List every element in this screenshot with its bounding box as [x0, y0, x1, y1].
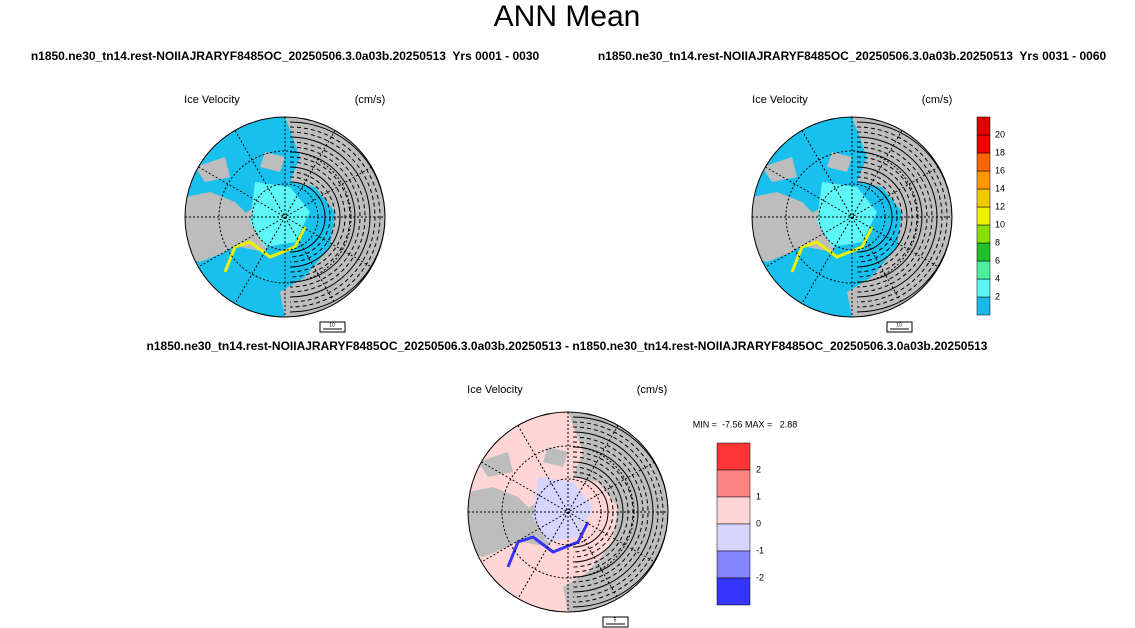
colorbar-label: 0	[756, 518, 761, 528]
polar-map: 5	[467, 411, 669, 628]
ice-track	[223, 226, 307, 273]
colorbar-label: 16	[995, 165, 1005, 175]
colorbar-box	[976, 152, 991, 172]
map-body	[185, 117, 385, 317]
units-label: (cm/s)	[355, 94, 386, 106]
land	[260, 152, 285, 172]
colorbar-label: 2	[756, 464, 761, 474]
ref-vector-box	[319, 321, 346, 333]
ice-track	[506, 521, 590, 568]
colorbar-label: 6	[995, 255, 1000, 265]
colorbar-box	[716, 550, 751, 579]
colorbar-box	[976, 206, 991, 226]
polar-map: 10	[184, 116, 386, 333]
colorbar-label: -1	[756, 545, 764, 555]
map-body	[752, 117, 952, 317]
min-max: MIN = -7.56 MAX = 2.88	[693, 419, 798, 429]
map-border	[751, 116, 953, 318]
vector-line	[289, 181, 326, 253]
colorbar-label: 18	[995, 147, 1005, 157]
vector-line	[289, 176, 331, 258]
land	[543, 447, 568, 467]
colorbar-box	[716, 523, 751, 552]
vector-line	[856, 126, 948, 308]
case-label: n1850.ne30_tn14.rest-NOIIAJRARYF8485OC_2…	[147, 339, 988, 353]
vector-line	[572, 476, 609, 548]
vector-line	[572, 421, 664, 603]
figure-title: ANN Mean	[494, 0, 641, 33]
vector-line	[572, 471, 614, 553]
land	[827, 152, 852, 172]
colorbar-box	[976, 224, 991, 244]
case-label: n1850.ne30_tn14.rest-NOIIAJRARYF8485OC_2…	[31, 49, 540, 63]
vector-line	[856, 176, 898, 258]
field-label: Ice Velocity	[184, 94, 240, 106]
ref-vector-label: 5	[614, 617, 617, 623]
field-label: Ice Velocity	[467, 384, 523, 396]
ref-vector-box	[602, 616, 629, 628]
colorbar-label: 4	[995, 273, 1000, 283]
sea-ice	[817, 182, 877, 247]
ref-vector-box	[886, 321, 913, 333]
colorbar-box	[976, 188, 991, 208]
colorbar-box	[976, 278, 991, 298]
sea-ice	[533, 477, 593, 542]
units-label: (cm/s)	[922, 94, 953, 106]
field-label: Ice Velocity	[752, 94, 808, 106]
land	[762, 157, 797, 182]
map-body	[468, 412, 668, 612]
colorbar-box	[976, 296, 991, 316]
colorbar-box	[976, 116, 991, 136]
ref-vector-label: 10	[896, 322, 902, 328]
colorbar-box	[976, 260, 991, 280]
colorbar-box	[716, 442, 751, 471]
longitude	[198, 166, 372, 268]
colorbar-label: 12	[995, 201, 1005, 211]
longitude	[765, 166, 939, 268]
colorbar-box	[716, 469, 751, 498]
polar-map: 10	[751, 116, 953, 333]
colorbar-box	[716, 577, 751, 606]
vector-line	[856, 181, 893, 253]
land	[195, 157, 230, 182]
colorbar-label: 14	[995, 183, 1005, 193]
ref-vector-label: 10	[329, 322, 335, 328]
colorbar-label: 1	[756, 491, 761, 501]
ice-track	[790, 226, 874, 273]
map-border	[184, 116, 386, 318]
colorbar-box	[976, 242, 991, 262]
land	[478, 452, 513, 477]
colorbar-label: 8	[995, 237, 1000, 247]
vector-line	[289, 126, 381, 308]
colorbar-label: 10	[995, 219, 1005, 229]
longitude	[481, 461, 655, 563]
sea-ice	[250, 182, 310, 247]
map-border	[467, 411, 669, 613]
case-label: n1850.ne30_tn14.rest-NOIIAJRARYF8485OC_2…	[598, 49, 1107, 63]
colorbar-label: 20	[995, 129, 1005, 139]
colorbar-label: -2	[756, 572, 764, 582]
colorbar-box	[976, 134, 991, 154]
colorbar-label: 2	[995, 291, 1000, 301]
colorbar-box	[976, 170, 991, 190]
units-label: (cm/s)	[637, 384, 668, 396]
colorbar-box	[716, 496, 751, 525]
